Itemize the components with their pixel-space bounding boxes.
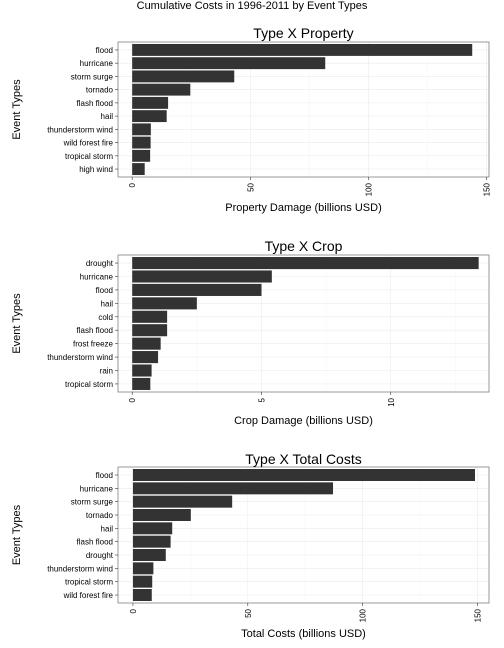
y-tick-label: storm surge xyxy=(71,72,114,81)
bar-wild-forest-fire xyxy=(132,136,151,149)
bar-cold xyxy=(132,310,168,323)
x-tick-label: 50 xyxy=(246,182,255,191)
x-tick-label: 50 xyxy=(244,608,253,617)
chart-title: Type X Total Costs xyxy=(245,451,361,467)
y-tick-label: wild forest fire xyxy=(63,591,114,600)
bar-storm-surge xyxy=(132,495,233,508)
panel-border xyxy=(117,254,490,393)
chart-panel-2: drought hurricane flood hail cold flash flood… xyxy=(11,238,490,427)
bar-high-wind xyxy=(132,163,145,176)
bar-tropical-storm xyxy=(132,575,153,588)
x-axis-label: Property Damage (billions USD) xyxy=(225,202,382,214)
x-tick-label: 0 xyxy=(129,608,138,613)
bar-flash-flood xyxy=(132,324,168,337)
chart-title: Type X Property xyxy=(253,25,353,41)
y-tick-label: flood xyxy=(96,46,113,55)
x-tick-label: 150 xyxy=(474,608,483,622)
bar-flood xyxy=(132,43,473,56)
y-tick-label: cold xyxy=(98,313,113,322)
y-tick-label: hurricane xyxy=(80,272,114,281)
x-tick-label: 100 xyxy=(359,608,368,622)
y-tick-label: hurricane xyxy=(80,484,114,493)
bar-thunderstorm-wind xyxy=(132,123,151,136)
x-tick-label: 100 xyxy=(364,182,373,196)
bar-hurricane xyxy=(132,270,272,283)
y-tick-label: flash flood xyxy=(77,99,113,108)
y-tick-label: wild forest fire xyxy=(63,139,114,148)
y-tick-label: tropical storm xyxy=(65,152,113,161)
bar-tropical-storm xyxy=(132,377,151,390)
y-tick-label: drought xyxy=(86,551,114,560)
bar-flood xyxy=(132,283,262,296)
y-tick-label: frost freeze xyxy=(73,340,114,349)
bar-flash-flood xyxy=(132,96,169,109)
y-axis-label: Event Types xyxy=(11,504,23,565)
y-tick-label: flood xyxy=(96,286,113,295)
bar-hail xyxy=(132,110,167,123)
bar-storm-surge xyxy=(132,70,235,83)
y-tick-label: hail xyxy=(101,524,114,533)
x-tick-label: 0 xyxy=(128,182,137,187)
y-tick-label: rain xyxy=(100,367,113,376)
chart-panel-3: flood hurricane storm surge tornado hail flas… xyxy=(11,451,490,640)
chart-title: Type X Crop xyxy=(265,238,343,254)
y-tick-label: flood xyxy=(96,471,113,480)
bar-drought xyxy=(132,549,166,561)
y-tick-label: storm surge xyxy=(71,498,114,507)
y-tick-label: hail xyxy=(101,299,114,308)
x-tick-label: 5 xyxy=(257,397,266,402)
bar-frost-freeze xyxy=(132,337,161,350)
bar-tropical-storm xyxy=(132,149,151,162)
y-tick-label: thunderstorm wind xyxy=(47,353,113,362)
panel-border xyxy=(117,466,490,604)
y-tick-label: tropical storm xyxy=(65,380,113,389)
y-tick-label: flash flood xyxy=(77,326,113,335)
y-tick-label: tornado xyxy=(86,86,114,95)
y-tick-label: thunderstorm wind xyxy=(47,564,113,573)
y-tick-label: hurricane xyxy=(80,59,114,68)
y-tick-label: drought xyxy=(86,259,114,268)
y-tick-label: flash flood xyxy=(77,538,113,547)
panel-border xyxy=(117,41,490,178)
y-tick-label: hail xyxy=(101,112,114,121)
x-tick-label: 10 xyxy=(387,397,396,406)
bar-tornado xyxy=(132,83,191,96)
x-tick-label: 150 xyxy=(483,182,492,196)
bar-thunderstorm-wind xyxy=(132,351,159,364)
bar-hail xyxy=(132,297,197,310)
x-tick-label: 0 xyxy=(128,397,137,402)
bar-flash-flood xyxy=(132,535,171,548)
figure-title: Cumulative Costs in 1996-2011 by Event T… xyxy=(137,0,368,12)
bar-wild-forest-fire xyxy=(132,589,152,601)
chart-panel-1: flood hurricane storm surge tornado flash fl… xyxy=(11,25,492,214)
bar-tornado xyxy=(132,509,191,521)
y-tick-label: high wind xyxy=(79,165,113,174)
y-axis-label: Event Types xyxy=(11,79,23,140)
x-axis-label: Total Costs (billions USD) xyxy=(241,628,366,640)
bar-thunderstorm-wind xyxy=(132,562,154,575)
bar-flood xyxy=(132,469,475,481)
y-axis-label: Event Types xyxy=(11,293,23,354)
y-tick-label: thunderstorm wind xyxy=(47,125,113,134)
x-axis-label: Crop Damage (billions USD) xyxy=(234,415,373,427)
bar-hail xyxy=(132,522,173,535)
y-tick-label: tornado xyxy=(86,511,114,520)
bar-rain xyxy=(132,364,152,377)
bar-drought xyxy=(132,257,479,270)
bar-hurricane xyxy=(132,482,334,495)
bar-hurricane xyxy=(132,57,326,70)
y-tick-label: tropical storm xyxy=(65,578,113,587)
